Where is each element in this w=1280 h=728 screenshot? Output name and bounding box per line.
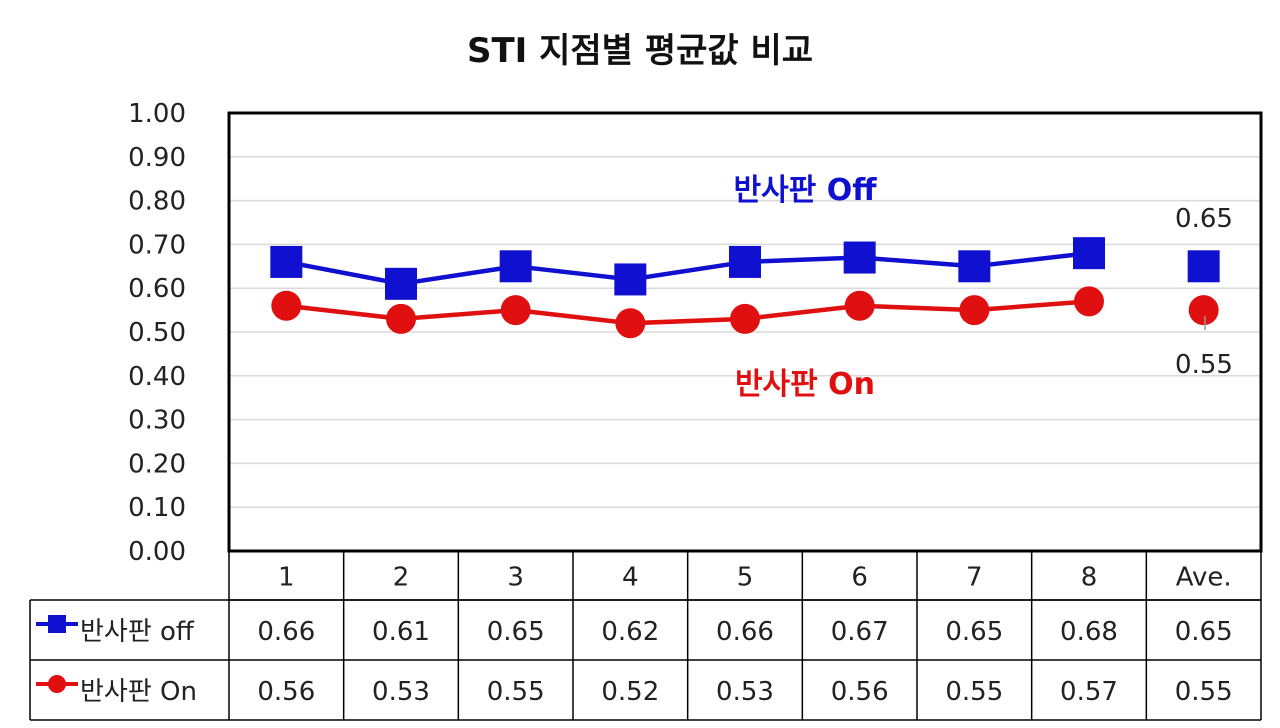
- table-cell: 0.67: [831, 617, 889, 647]
- y-tick-label: 0.80: [128, 187, 186, 217]
- data-point-circle: [844, 290, 875, 321]
- table-cell: 0.56: [257, 677, 315, 707]
- data-point-circle: [730, 303, 760, 334]
- data-point-square: [385, 267, 417, 300]
- y-tick-label: 0.50: [128, 318, 186, 348]
- y-tick-label: 0.60: [128, 274, 186, 304]
- annotation-off: 반사판 Off: [733, 173, 877, 208]
- data-point-circle: [500, 295, 531, 326]
- table-cell: 0.57: [1060, 677, 1118, 707]
- data-point-square: [270, 245, 303, 278]
- data-point-square: [1073, 237, 1105, 270]
- data-point-circle: [1074, 286, 1104, 317]
- category-label: 3: [507, 563, 524, 593]
- table-cell: 0.65: [487, 617, 545, 647]
- ave-off-label: 0.65: [1175, 204, 1233, 234]
- data-point-square: [843, 241, 876, 274]
- table-cell: 0.65: [945, 617, 1003, 647]
- table-cell: 0.53: [716, 677, 774, 707]
- legend-label: 반사판 On: [80, 677, 197, 707]
- table-cell: 0.62: [601, 617, 659, 647]
- legend-key-circle: [48, 675, 66, 693]
- data-point-square: [1187, 250, 1220, 283]
- data-point-circle: [615, 308, 646, 339]
- table-cell: 0.55: [945, 677, 1003, 707]
- y-tick-label: 0.30: [128, 406, 186, 436]
- legend-label: 반사판 off: [80, 617, 195, 647]
- y-tick-label: 0.40: [128, 362, 186, 392]
- category-label: 7: [966, 563, 983, 593]
- data-point-square: [614, 263, 647, 296]
- y-tick-label: 0.70: [128, 230, 186, 260]
- table-cell: 0.53: [372, 677, 430, 707]
- y-tick-label: 0.20: [128, 449, 186, 479]
- ave-on-label: 0.55: [1175, 350, 1233, 380]
- category-label: 6: [851, 563, 868, 593]
- plot-frame: [227, 111, 1263, 553]
- table-cell: 0.56: [831, 677, 889, 707]
- category-label: 2: [393, 563, 410, 593]
- table-cell: 0.55: [1175, 677, 1233, 707]
- legend-key-square: [48, 615, 66, 633]
- table-cell: 0.65: [1175, 617, 1233, 647]
- data-point-square: [958, 250, 991, 283]
- data-point-circle: [271, 290, 302, 321]
- category-label: 1: [278, 563, 295, 593]
- category-label: Ave.: [1176, 563, 1232, 593]
- y-tick-label: 0.10: [128, 493, 186, 523]
- table-cell: 0.61: [372, 617, 430, 647]
- table-cell: 0.66: [716, 617, 774, 647]
- y-tick-label: 0.00: [128, 537, 186, 567]
- category-label: 8: [1081, 563, 1098, 593]
- data-point-circle: [959, 295, 990, 326]
- y-axis: 0.00 0.10 0.20 0.30 0.40 0.50 0.60 0.70 0.80 0.90…: [128, 99, 186, 567]
- data-point-circle: [1188, 295, 1219, 326]
- table-cell: 0.66: [257, 617, 315, 647]
- series-line: [285, 250, 1090, 287]
- data-point-circle: [386, 303, 416, 334]
- data-table: 1 2 3 4 5 6 7 8 Ave. 반사판 off 0.66 0.61 0.65 0.62 0.66 0…: [29, 551, 1262, 721]
- annotation-on: 반사판 On: [735, 367, 875, 402]
- table-cell: 0.52: [601, 677, 659, 707]
- chart-title: STI 지점별 평균값 비교: [467, 31, 813, 71]
- series-group: [270, 237, 1220, 339]
- y-tick-label: 0.90: [128, 143, 186, 173]
- y-tick-label: 1.00: [128, 99, 186, 129]
- table-cell: 0.68: [1060, 617, 1118, 647]
- category-label: 5: [737, 563, 754, 593]
- table-cell: 0.55: [487, 677, 545, 707]
- series-line: [286, 299, 1090, 326]
- category-label: 4: [622, 563, 639, 593]
- data-point-square: [729, 245, 761, 278]
- data-point-square: [499, 250, 532, 283]
